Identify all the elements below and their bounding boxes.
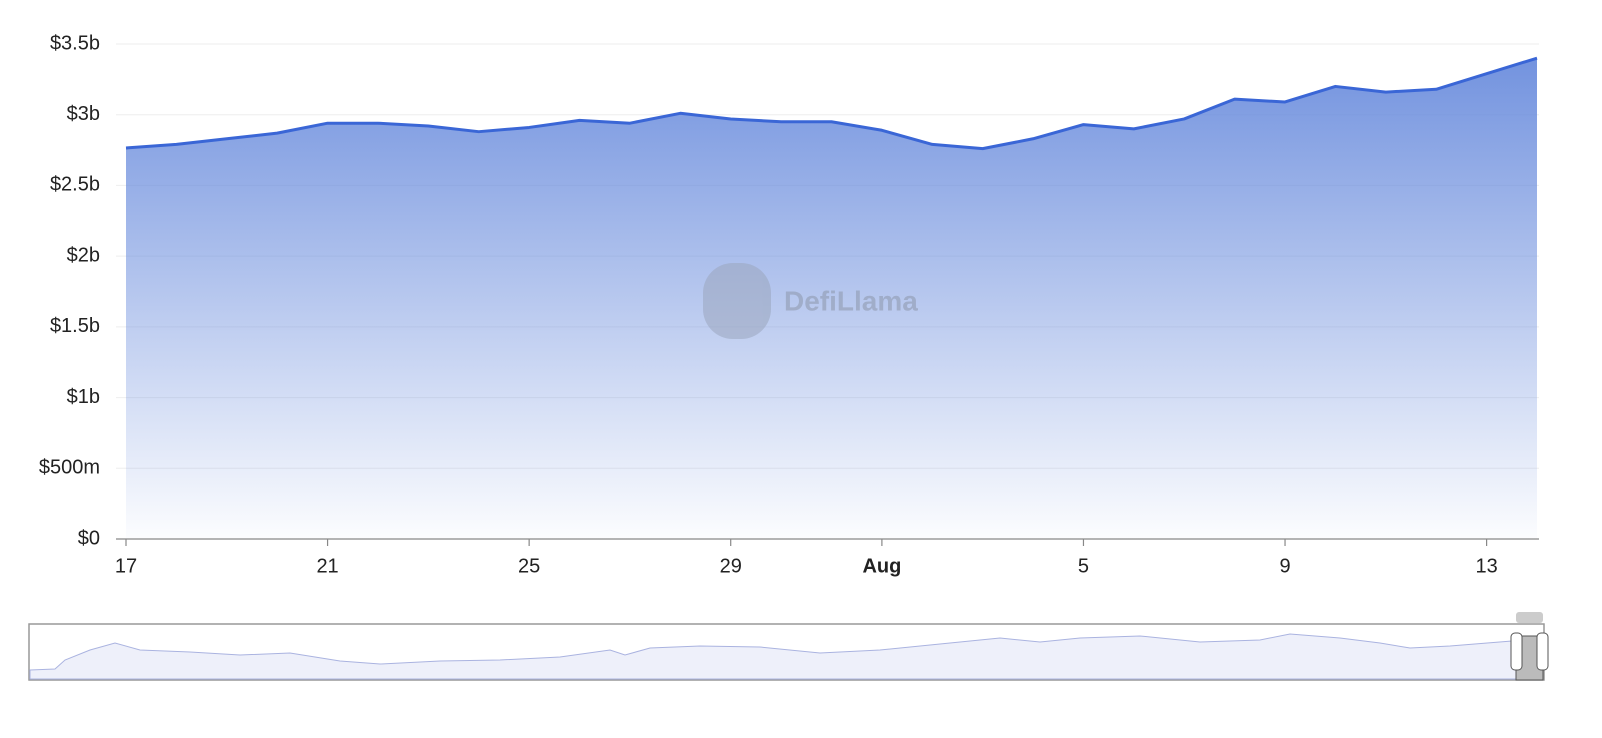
slider-handle-right[interactable] [1536, 632, 1549, 671]
x-tick-label: Aug [862, 555, 901, 577]
watermark-logo [703, 263, 771, 339]
x-tick-label: 25 [518, 555, 540, 577]
plot-area: $0 $500m $1b $1.5b $2b $2.5b $3b $3.5b 17 21 25 29 A… [39, 32, 1539, 577]
x-tick-label: 21 [316, 555, 338, 577]
y-tick-label: $2.5b [50, 174, 100, 196]
y-tick-label: $0 [78, 527, 100, 549]
watermark: DefiLlama [703, 263, 918, 339]
x-tick-label: 13 [1475, 555, 1497, 577]
y-tick-label: $3.5b [50, 32, 100, 54]
area-line [125, 56, 1538, 151]
area-fill [126, 58, 1537, 540]
slider-minichart [29, 633, 1544, 680]
y-tick-label: $3b [67, 103, 100, 125]
slider-grip[interactable] [1516, 612, 1543, 623]
y-tick-label: $500m [39, 457, 100, 479]
y-tick-label: $2b [67, 244, 100, 266]
x-tick-label: 17 [115, 555, 137, 577]
slider-handle-left[interactable] [1510, 632, 1523, 671]
y-tick-label: $1.5b [50, 315, 100, 337]
watermark-text: DefiLlama [784, 285, 918, 316]
range-slider[interactable] [28, 612, 1549, 681]
x-tick-label: 9 [1279, 555, 1290, 577]
x-tick-label: 29 [720, 555, 742, 577]
y-tick-label: $1b [67, 386, 100, 408]
x-tick-label: 5 [1078, 555, 1089, 577]
